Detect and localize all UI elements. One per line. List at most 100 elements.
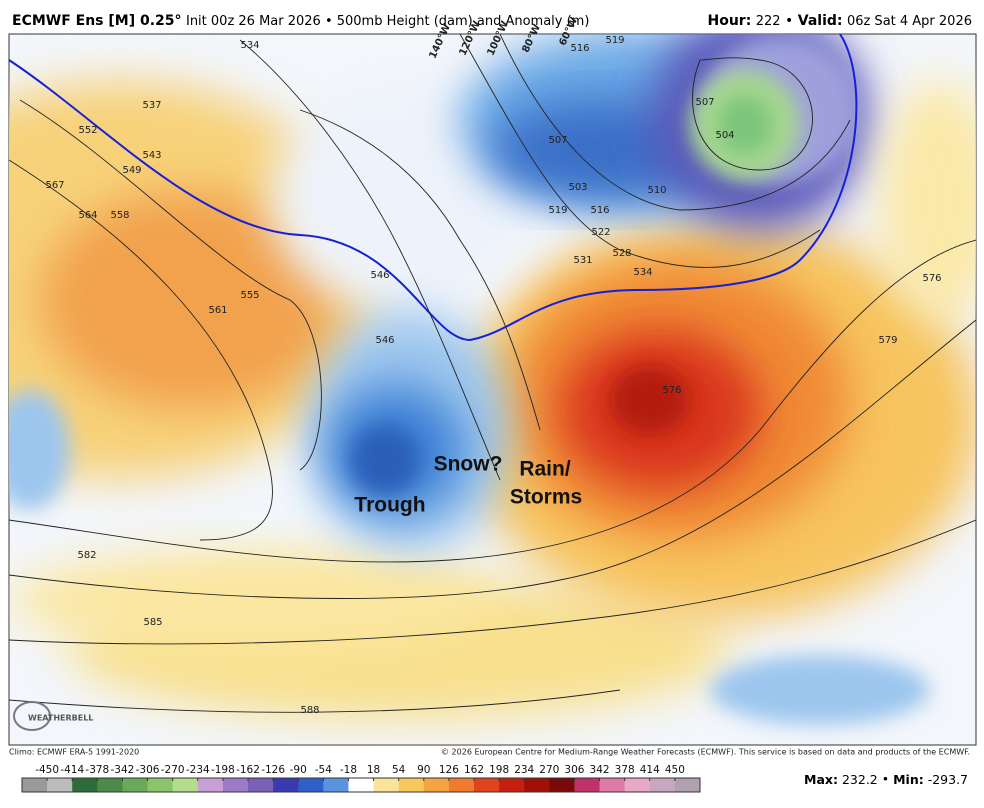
colorbar-tick-label: -234 bbox=[186, 764, 210, 776]
colorbar-tick-label: -90 bbox=[290, 764, 307, 776]
colorbar-swatch bbox=[524, 778, 550, 792]
colorbar-swatch bbox=[499, 778, 525, 792]
colorbar-tick-label: -306 bbox=[136, 764, 160, 776]
colorbar: -450 -414 -378 -342 -306 -270 -234 -198 -162 -126… bbox=[21, 764, 701, 793]
colorbar-swatch bbox=[222, 778, 249, 792]
colorbar-tick-label: -126 bbox=[261, 764, 285, 776]
colorbar-tick-label: 234 bbox=[514, 764, 534, 776]
colorbar-tick-label: -198 bbox=[211, 764, 235, 776]
colorbar-tick-label: -342 bbox=[111, 764, 135, 776]
contour-line bbox=[9, 689, 621, 713]
contour-label: 503 bbox=[568, 182, 587, 193]
colorbar-frame bbox=[21, 777, 701, 793]
contour-line bbox=[499, 34, 851, 211]
colorbar-tick-label: 90 bbox=[417, 764, 430, 776]
colorbar-swatch bbox=[599, 778, 625, 792]
model: ECMWF Ens [M] 0.25° bbox=[12, 13, 182, 29]
climo: Climo: ECMWF ERA-5 1991-2020 bbox=[9, 748, 139, 757]
contour-label: 507 bbox=[695, 97, 714, 108]
anomaly-region bbox=[717, 95, 773, 155]
colorbar-swatch bbox=[674, 778, 701, 792]
annotation: Rain/ bbox=[519, 458, 571, 481]
contour-line bbox=[9, 239, 976, 563]
colorbar-swatch bbox=[273, 778, 299, 792]
anomaly-fill bbox=[9, 34, 976, 725]
contour-line bbox=[239, 39, 501, 481]
colorbar-swatch bbox=[373, 778, 399, 792]
anomaly-region bbox=[610, 365, 690, 435]
contour-label: 582 bbox=[77, 550, 96, 561]
contour-line bbox=[9, 319, 976, 599]
contour-label: 528 bbox=[612, 248, 631, 259]
contour-line bbox=[9, 519, 976, 645]
contour-label: 507 bbox=[548, 135, 567, 146]
colorbar-tick-label: -378 bbox=[85, 764, 109, 776]
contour-label: 534 bbox=[240, 40, 259, 51]
contour-line bbox=[692, 57, 813, 171]
annotation: Trough bbox=[354, 494, 425, 517]
contour-label: 579 bbox=[878, 335, 897, 346]
valid-label: Valid: bbox=[798, 13, 843, 29]
contour-label: 519 bbox=[605, 35, 624, 46]
contour-label: 516 bbox=[590, 205, 609, 216]
min: -293.7 bbox=[928, 772, 968, 787]
stats: Max: 232.2 • Min: -293.7 bbox=[804, 772, 968, 787]
anomaly-region bbox=[880, 80, 976, 320]
hour: 222 bbox=[756, 14, 781, 29]
copyright: © 2026 European Centre for Medium-Range … bbox=[441, 748, 970, 757]
description: Init 00z 26 Mar 2026 • 500mb Height (dam… bbox=[186, 14, 589, 29]
contour-label: 534 bbox=[633, 267, 652, 278]
colorbar-tick-label: 414 bbox=[640, 764, 660, 776]
contour-line bbox=[9, 159, 273, 541]
colorbar-tick-label: 162 bbox=[464, 764, 484, 776]
colorbar-tick-label: 378 bbox=[615, 764, 635, 776]
anomaly-region bbox=[10, 550, 490, 650]
contour-label: 504 bbox=[715, 130, 734, 141]
contour-label: 549 bbox=[122, 165, 141, 176]
colorbar-swatch bbox=[72, 778, 98, 792]
colorbar-tick-label: 126 bbox=[439, 764, 459, 776]
contour-label: 516 bbox=[570, 43, 589, 54]
contour-label: 588 bbox=[300, 705, 319, 716]
colorbar-swatch bbox=[323, 778, 349, 792]
colorbar-tick-label: 306 bbox=[564, 764, 584, 776]
colorbar-tick-label: 342 bbox=[590, 764, 610, 776]
contour-label: 510 bbox=[647, 185, 666, 196]
anomaly-region bbox=[40, 190, 340, 410]
annotation: Storms bbox=[510, 486, 582, 509]
contour-label: 531 bbox=[573, 255, 592, 266]
colorbar-swatch bbox=[248, 778, 274, 792]
max-label: Max: bbox=[804, 772, 838, 787]
colorbar-tick-label: 18 bbox=[367, 764, 380, 776]
colorbar-swatch bbox=[549, 778, 575, 792]
colorbar-swatch bbox=[624, 778, 651, 792]
colorbar-swatch bbox=[348, 778, 374, 792]
max: 232.2 bbox=[842, 772, 878, 787]
contour-label: 546 bbox=[370, 270, 389, 281]
colorbar-tick-label: 198 bbox=[489, 764, 509, 776]
colorbar-swatch bbox=[649, 778, 676, 792]
colorbar-swatch bbox=[398, 778, 425, 792]
contour-line bbox=[9, 34, 858, 342]
hour-label: Hour: bbox=[707, 13, 751, 29]
colorbar-swatch bbox=[298, 778, 324, 792]
contour-label: 555 bbox=[240, 290, 259, 301]
contour-label: 576 bbox=[922, 273, 941, 284]
anomaly-region bbox=[710, 655, 930, 725]
colorbar-tick-label: -18 bbox=[340, 764, 357, 776]
anomaly-region bbox=[270, 90, 530, 310]
contour-label: 576 bbox=[662, 385, 681, 396]
colorbar-tick-label: -162 bbox=[236, 764, 260, 776]
colorbar-tick-label: -450 bbox=[35, 764, 59, 776]
colorbar-tick-label: -414 bbox=[60, 764, 84, 776]
min-label: Min: bbox=[893, 772, 924, 787]
colorbar-tick-label: 450 bbox=[665, 764, 685, 776]
colorbar-swatch bbox=[197, 778, 224, 792]
contour-label: 552 bbox=[78, 125, 97, 136]
colorbar-swatch bbox=[122, 778, 148, 792]
colorbar-swatch bbox=[97, 778, 123, 792]
colorbar-swatch bbox=[22, 778, 48, 792]
colorbar-swatch bbox=[574, 778, 600, 792]
contour-label: 558 bbox=[110, 210, 129, 221]
anomaly-region bbox=[350, 425, 420, 495]
